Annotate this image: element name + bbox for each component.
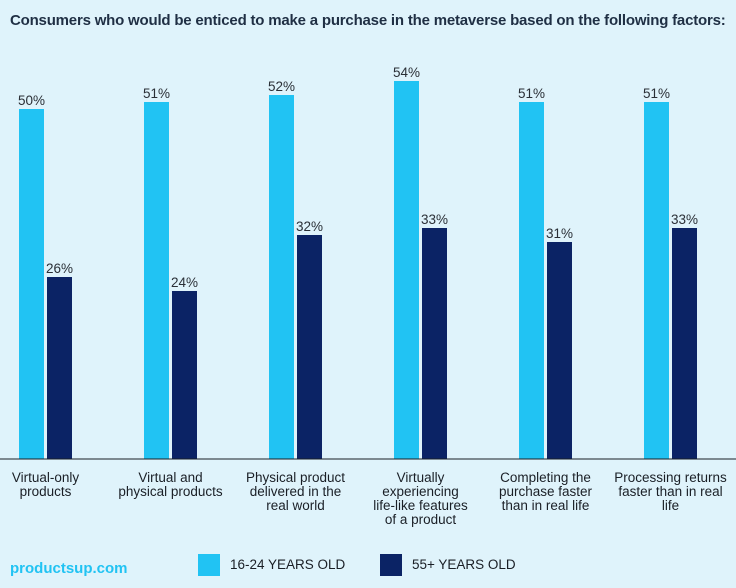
- legend-item-16-24: 16-24 YEARS OLD: [198, 554, 358, 578]
- bar-value-label: 33%: [671, 212, 698, 227]
- bar-value-label: 31%: [546, 226, 573, 241]
- category-label-line: physical products: [118, 484, 223, 499]
- bar-55-plus-4: [547, 242, 572, 459]
- category-label-line: life: [662, 498, 679, 513]
- category-label-0: Virtual-only products: [12, 470, 80, 499]
- bar-value-label: 51%: [518, 86, 545, 101]
- category-labels: Virtual-only products Virtual and physical …: [12, 470, 727, 527]
- legend-label-16-24: 16-24 YEARS OLD: [230, 557, 346, 572]
- bar-value-label: 51%: [643, 86, 670, 101]
- category-label-line: faster than in real: [618, 484, 722, 499]
- category-label-2: Physical product delivered in the real wor…: [246, 470, 345, 513]
- brand-logo-text[interactable]: productsup.com: [10, 560, 128, 577]
- legend-swatch-55-plus: [380, 554, 402, 576]
- category-label-line: life-like features: [373, 498, 468, 513]
- category-label-line: Virtual and: [138, 470, 202, 485]
- bar-55-plus-1: [172, 291, 197, 459]
- bar-value-label: 52%: [268, 79, 295, 94]
- bar-value-label: 32%: [296, 219, 323, 234]
- bar-16-24-4: [519, 102, 544, 459]
- category-label-line: than in real life: [502, 498, 590, 513]
- category-label-line: purchase faster: [499, 484, 593, 499]
- category-label-line: delivered in the: [250, 484, 342, 499]
- bar-55-plus-0: [47, 277, 72, 459]
- bar-16-24-0: [19, 109, 44, 459]
- bar-16-24-5: [644, 102, 669, 459]
- bar-55-plus-3: [422, 228, 447, 459]
- bar-value-label: 51%: [143, 86, 170, 101]
- category-label-line: experiencing: [382, 484, 459, 499]
- bar-value-label: 54%: [393, 65, 420, 80]
- bar-16-24-1: [144, 102, 169, 459]
- category-label-1: Virtual and physical products: [118, 470, 223, 499]
- legend-swatch-16-24: [198, 554, 220, 576]
- bar-16-24-3: [394, 81, 419, 459]
- bar-value-label: 33%: [421, 212, 448, 227]
- bar-value-label: 24%: [171, 275, 198, 290]
- legend-item-55-plus: 55+ YEARS OLD: [380, 554, 530, 578]
- bar-16-24-2: [269, 95, 294, 459]
- category-label-line: Completing the: [500, 470, 591, 485]
- bar-value-label: 26%: [46, 261, 73, 276]
- chart-title: Consumers who would be enticed to make a…: [10, 12, 726, 29]
- legend-label-55-plus: 55+ YEARS OLD: [412, 557, 516, 572]
- bar-55-plus-5: [672, 228, 697, 459]
- category-label-line: of a product: [385, 512, 457, 527]
- category-label-5: Processing returns faster than in real lif…: [614, 470, 727, 513]
- category-label-line: Processing returns: [614, 470, 727, 485]
- category-label-line: Physical product: [246, 470, 345, 485]
- bar-value-label: 50%: [18, 93, 45, 108]
- category-label-line: Virtual-only: [12, 470, 80, 485]
- category-label-4: Completing the purchase faster than in rea…: [499, 470, 593, 513]
- category-label-3: Virtually experiencing life-like features o…: [373, 470, 468, 527]
- category-label-line: Virtually: [397, 470, 445, 485]
- bar-55-plus-2: [297, 235, 322, 459]
- category-label-line: real world: [266, 498, 325, 513]
- category-label-line: products: [20, 484, 72, 499]
- bars-layer: 50% 26% 51% 24% 52% 32% 54% 33% 51% 31% 51% 33%: [18, 65, 698, 459]
